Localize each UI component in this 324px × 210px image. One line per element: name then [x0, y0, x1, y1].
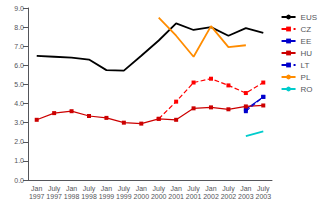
svg-text:July: July: [48, 185, 61, 193]
svg-text:0.0: 0.0: [14, 177, 24, 184]
svg-text:2000: 2000: [133, 193, 149, 200]
svg-text:1.0: 1.0: [14, 157, 24, 164]
svg-text:EE: EE: [301, 37, 312, 46]
svg-text:CZ: CZ: [301, 25, 312, 34]
svg-text:4.0: 4.0: [14, 100, 24, 107]
svg-text:HU: HU: [301, 49, 313, 58]
svg-text:1999: 1999: [99, 193, 115, 200]
svg-text:RO: RO: [301, 85, 313, 94]
svg-text:LT: LT: [301, 61, 310, 70]
svg-text:July: July: [152, 185, 165, 193]
svg-text:2003: 2003: [255, 193, 271, 200]
svg-text:Jan: Jan: [31, 185, 42, 192]
svg-text:EUS: EUS: [301, 13, 317, 22]
svg-text:1999: 1999: [116, 193, 132, 200]
svg-text:2000: 2000: [151, 193, 167, 200]
svg-text:2003: 2003: [238, 193, 254, 200]
svg-text:Jan: Jan: [240, 185, 251, 192]
svg-text:1998: 1998: [81, 193, 97, 200]
svg-text:July: July: [187, 185, 200, 193]
svg-text:July: July: [83, 185, 96, 193]
svg-text:1998: 1998: [64, 193, 80, 200]
svg-text:7.0: 7.0: [14, 43, 24, 50]
svg-text:3.0: 3.0: [14, 119, 24, 126]
svg-text:PL: PL: [301, 73, 311, 82]
svg-text:6.0: 6.0: [14, 62, 24, 69]
svg-text:Jan: Jan: [66, 185, 77, 192]
svg-text:2002: 2002: [221, 193, 237, 200]
svg-text:1997: 1997: [29, 193, 45, 200]
svg-text:July: July: [257, 185, 270, 193]
svg-text:8.0: 8.0: [14, 24, 24, 31]
svg-text:2.0: 2.0: [14, 138, 24, 145]
svg-text:2001: 2001: [186, 193, 202, 200]
svg-text:Jan: Jan: [136, 185, 147, 192]
svg-text:1997: 1997: [46, 193, 62, 200]
svg-text:5.0: 5.0: [14, 81, 24, 88]
svg-text:Jan: Jan: [170, 185, 181, 192]
svg-text:July: July: [118, 185, 131, 193]
svg-text:Jan: Jan: [101, 185, 112, 192]
svg-text:2001: 2001: [168, 193, 184, 200]
svg-text:9.0: 9.0: [14, 5, 24, 12]
svg-text:Jan: Jan: [205, 185, 216, 192]
svg-text:July: July: [222, 185, 235, 193]
svg-text:2002: 2002: [203, 193, 219, 200]
